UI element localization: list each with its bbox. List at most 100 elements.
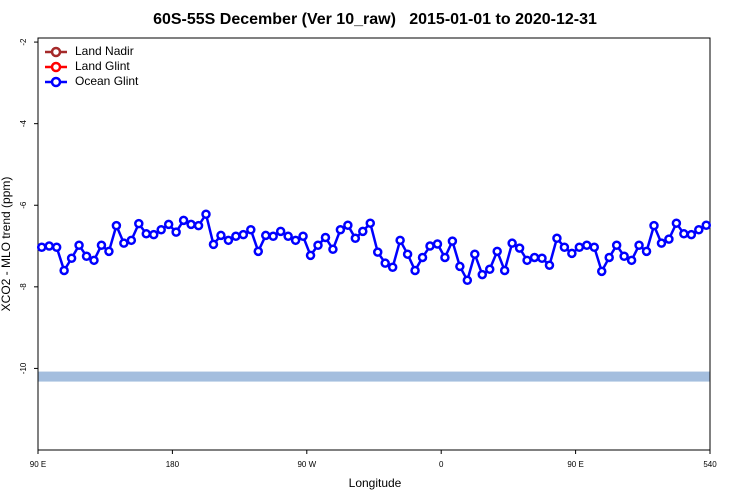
- data-point: [387, 262, 398, 273]
- data-point: [447, 236, 458, 246]
- data-point: [59, 265, 69, 276]
- data-point: [320, 232, 331, 243]
- data-point: [231, 231, 241, 241]
- x-axis-title: Longitude: [349, 476, 402, 490]
- y-tick-label: -4: [19, 120, 28, 128]
- data-point: [66, 253, 77, 264]
- data-point: [679, 229, 689, 239]
- data-point: [193, 220, 204, 231]
- data-point: [619, 251, 629, 261]
- data-point: [201, 209, 211, 219]
- data-point: [216, 230, 226, 241]
- x-tick-label: 0: [439, 460, 444, 469]
- data-point: [417, 252, 428, 263]
- data-point: [178, 215, 189, 226]
- data-point: [328, 244, 338, 255]
- data-point: [425, 241, 435, 251]
- data-point: [186, 219, 196, 230]
- data-point: [462, 275, 473, 286]
- data-point: [260, 230, 271, 241]
- data-point: [156, 224, 166, 235]
- data-point: [36, 242, 47, 253]
- data-point: [656, 238, 667, 248]
- data-point: [641, 246, 652, 257]
- legend-label: Ocean Glint: [75, 74, 139, 88]
- data-point: [604, 252, 614, 263]
- data-point: [51, 242, 62, 253]
- data-point: [514, 243, 525, 253]
- data-point: [380, 258, 390, 268]
- data-point: [455, 261, 465, 272]
- data-point: [126, 235, 137, 246]
- data-point: [701, 220, 712, 230]
- data-point: [410, 265, 420, 276]
- chart-title: 60S-55S December (Ver 10_raw) 2015-01-01…: [153, 11, 597, 28]
- data-point: [104, 246, 114, 257]
- data-point: [477, 269, 488, 280]
- data-point: [238, 229, 249, 240]
- data-point: [208, 239, 219, 250]
- plot-frame: [37, 37, 711, 451]
- data-point: [372, 247, 383, 257]
- data-point: [358, 226, 368, 237]
- data-point: [484, 264, 495, 275]
- data-point: [574, 242, 585, 253]
- data-point: [171, 227, 181, 237]
- data-point: [290, 235, 301, 246]
- y-tick-label: -8: [19, 283, 28, 291]
- data-point: [492, 246, 502, 257]
- data-point: [694, 224, 704, 235]
- data-point: [148, 229, 159, 240]
- legend-marker: [50, 76, 62, 88]
- x-tick-label: 540: [703, 460, 717, 469]
- data-point: [634, 240, 644, 250]
- data-point: [96, 240, 107, 250]
- data-point: [335, 224, 346, 235]
- y-tick-label: -10: [19, 362, 28, 374]
- data-point: [253, 246, 264, 257]
- x-tick-label: 90 E: [30, 460, 46, 469]
- data-point: [649, 220, 659, 231]
- data-point: [350, 233, 361, 244]
- y-axis-title: XCO2 - MLO trend (ppm): [0, 177, 13, 312]
- data-point: [529, 252, 540, 263]
- data-point: [246, 224, 256, 235]
- data-point: [432, 239, 443, 249]
- data-point: [499, 265, 510, 276]
- data-point: [626, 255, 637, 266]
- data-point: [134, 218, 144, 229]
- data-point: [611, 240, 622, 250]
- y-tick-label: -6: [19, 201, 28, 209]
- data-point: [507, 238, 517, 248]
- legend-marker: [50, 46, 62, 58]
- legend-label: Land Glint: [75, 59, 130, 73]
- data-point: [343, 220, 353, 230]
- data-point: [81, 251, 92, 261]
- data-point: [589, 242, 600, 253]
- data-point: [671, 218, 682, 228]
- data-point: [402, 249, 413, 259]
- data-point: [664, 234, 674, 244]
- x-tick-label: 90 W: [297, 460, 316, 469]
- data-point: [283, 231, 293, 241]
- data-point: [223, 235, 234, 246]
- legend-marker: [50, 61, 62, 73]
- data-point: [111, 220, 122, 231]
- data-point: [365, 218, 376, 228]
- legend-label: Land Nadir: [75, 44, 134, 58]
- data-point: [395, 235, 405, 246]
- data-point: [522, 255, 532, 266]
- data-point: [596, 266, 607, 277]
- y-tick-label: -2: [19, 38, 28, 46]
- data-point: [470, 249, 480, 259]
- data-point: [686, 229, 697, 240]
- data-point: [298, 231, 308, 241]
- data-point: [567, 248, 577, 259]
- data-point: [582, 240, 592, 250]
- data-point: [141, 229, 152, 239]
- data-point: [559, 242, 570, 253]
- data-point: [268, 231, 278, 241]
- data-point: [544, 260, 555, 270]
- data-point: [305, 250, 316, 261]
